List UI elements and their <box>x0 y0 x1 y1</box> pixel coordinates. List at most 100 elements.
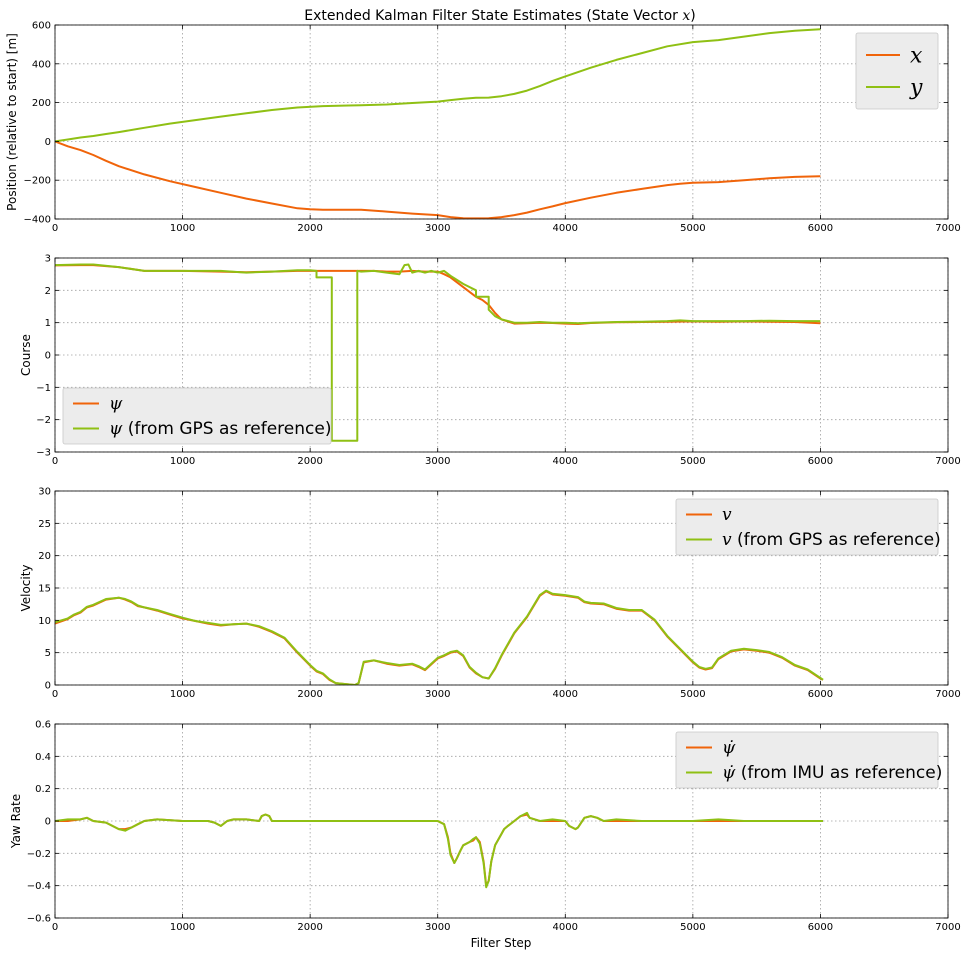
series-line-1 <box>55 590 824 685</box>
x-axis-label: Filter Step <box>471 936 532 950</box>
legend: ψψ (from GPS as reference) <box>62 387 332 445</box>
y-tick-label: 0.2 <box>35 784 51 795</box>
legend-label-math: x <box>910 43 923 68</box>
x-tick-label: 3000 <box>425 689 450 700</box>
x-tick-label: 7000 <box>935 223 960 234</box>
panel-4: 0 1000 2000 3000 4000 5000 6000 7000 −0.6 −0.4 −0.… <box>9 720 961 934</box>
y-tick-label: −3 <box>36 448 51 459</box>
panel-1: 0 1000 2000 3000 4000 5000 6000 7000 −400 −200 0 20… <box>5 21 961 235</box>
x-tick-label: 2000 <box>297 922 322 933</box>
y-tick-label: 0 <box>45 351 51 362</box>
y-tick-label: 10 <box>38 616 51 627</box>
x-tick-label: 4000 <box>553 689 578 700</box>
legend-label: x <box>910 43 923 68</box>
x-tick-label: 0 <box>52 922 58 933</box>
legend-label-text: (from GPS as reference) <box>122 419 331 439</box>
x-tick-label: 5000 <box>680 223 705 234</box>
y-tick-label: 0 <box>45 137 51 148</box>
legend-label: ψ (from GPS as reference) <box>109 419 331 439</box>
legend-box <box>62 387 332 445</box>
x-tick-label: 7000 <box>935 456 960 467</box>
legend-label: v (from GPS as reference) <box>722 530 941 550</box>
legend-label: v <box>722 505 732 525</box>
legend-label-text: (from GPS as reference) <box>732 530 941 550</box>
x-tick-label: 5000 <box>680 689 705 700</box>
legend-label-math: ψ <box>109 419 123 439</box>
legend-label-math: y <box>909 75 923 100</box>
y-tick-label: 30 <box>38 487 51 498</box>
x-tick-label: 1000 <box>170 456 195 467</box>
panel-3: 0 1000 2000 3000 4000 5000 6000 7000 0 5 10 15 20 25 3… <box>19 487 961 701</box>
x-tick-label: 3000 <box>425 456 450 467</box>
x-tick-label: 1000 <box>170 689 195 700</box>
y-axis-label: Course <box>19 334 33 376</box>
y-tick-label: 1 <box>45 318 51 329</box>
legend-label-math: ψ <box>109 394 123 414</box>
legend-label-text: (from IMU as reference) <box>735 763 942 783</box>
x-tick-label: 2000 <box>297 456 322 467</box>
x-tick-label: 6000 <box>808 689 833 700</box>
x-tick-label: 7000 <box>935 922 960 933</box>
panels: 0 1000 2000 3000 4000 5000 6000 7000−400−200020… <box>5 21 961 934</box>
y-tick-label: 15 <box>38 584 51 595</box>
y-tick-label: 2 <box>45 286 51 297</box>
y-tick-label: −1 <box>36 383 51 394</box>
series-line-1 <box>55 813 823 887</box>
y-tick-label: 20 <box>38 551 51 562</box>
y-axis-label: Yaw Rate <box>9 794 23 849</box>
series-group <box>55 263 821 442</box>
y-tick-label: −0.4 <box>27 881 51 892</box>
legend-box <box>855 32 939 110</box>
legend-box <box>675 498 939 556</box>
y-tick-label: 3 <box>45 254 51 265</box>
y-tick-label: 0.6 <box>35 720 51 731</box>
series-group <box>55 811 823 889</box>
series-line-2 <box>55 263 821 442</box>
legend: vv (from GPS as reference) <box>675 498 941 556</box>
legend-label-math: v <box>722 505 732 525</box>
y-tick-label: 5 <box>45 648 51 659</box>
x-tick-label: 2000 <box>297 223 322 234</box>
x-tick-label: 0 <box>52 223 58 234</box>
series-group <box>55 589 824 685</box>
y-tick-label: 400 <box>32 59 51 70</box>
x-tick-label: 5000 <box>680 456 705 467</box>
x-tick-label: 6000 <box>808 223 833 234</box>
x-tick-label: 4000 <box>553 223 578 234</box>
y-tick-label: 0 <box>45 681 51 692</box>
x-tick-label: 6000 <box>808 922 833 933</box>
y-tick-label: −2 <box>36 415 51 426</box>
x-tick-label: 1000 <box>170 223 195 234</box>
series-line-2 <box>55 811 823 889</box>
legend-label: ψ <box>109 394 123 414</box>
legend: ψ̇ψ̇ (from IMU as reference) <box>675 731 942 789</box>
series-line-1 <box>55 140 821 219</box>
legend-label-math: v <box>722 530 732 550</box>
legend-label-math: ψ̇ <box>722 763 736 783</box>
x-tick-label: 3000 <box>425 922 450 933</box>
axes-frame <box>54 24 949 220</box>
x-tick-label: 1000 <box>170 922 195 933</box>
legend-label: ψ̇ <box>722 738 736 758</box>
y-tick-label: −400 <box>24 215 51 226</box>
x-tick-label: 3000 <box>425 223 450 234</box>
legend-box <box>675 731 939 789</box>
y-axis-label: Velocity <box>19 564 33 611</box>
x-tick-label: 0 <box>52 456 58 467</box>
x-tick-label: 6000 <box>808 456 833 467</box>
y-tick-label: 0.4 <box>35 752 51 763</box>
legend: xy <box>855 32 939 110</box>
figure-title: Extended Kalman Filter State Estimates (… <box>304 8 696 24</box>
series-line-2 <box>55 589 824 685</box>
x-tick-label: 2000 <box>297 689 322 700</box>
y-tick-label: 600 <box>32 21 51 32</box>
x-tick-label: 4000 <box>553 922 578 933</box>
y-axis-label: Position (relative to start) [m] <box>5 33 19 211</box>
series-line-2 <box>55 28 821 143</box>
y-tick-label: −0.2 <box>27 849 51 860</box>
legend-label: ψ̇ (from IMU as reference) <box>722 763 942 783</box>
y-tick-label: −200 <box>24 176 51 187</box>
y-tick-label: 200 <box>32 98 51 109</box>
y-tick-label: −0.6 <box>27 914 51 925</box>
